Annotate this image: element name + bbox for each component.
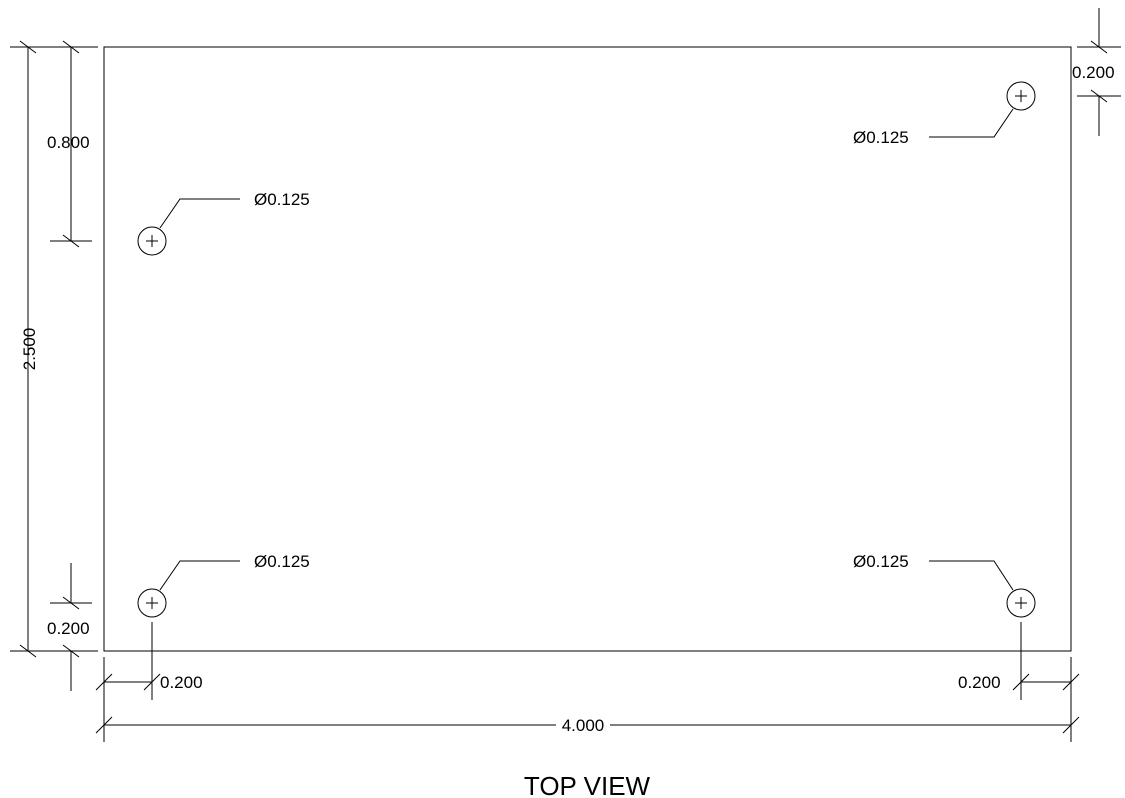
dimension-hole-left-offset: 0.200 xyxy=(95,622,203,742)
dimension-overall-width-label: 4.000 xyxy=(562,716,605,735)
dimension-overall-height-label: 2.500 xyxy=(20,328,39,371)
leader-lower-right xyxy=(929,560,1014,591)
callout-lower-right: Ø0.125 xyxy=(853,552,909,571)
dimension-overall-width: 4.000 xyxy=(95,713,1080,735)
leader-lower-left xyxy=(159,560,240,591)
leader-upper-left xyxy=(159,198,240,229)
leader-upper-right xyxy=(929,108,1014,138)
plate-outline xyxy=(103,46,1072,652)
dimension-hole-left-offset-label: 0.200 xyxy=(160,673,203,692)
dimension-hole-bottom-offset-label: 0.200 xyxy=(47,619,90,638)
dimension-hole-top-offset: 0.800 xyxy=(47,40,92,248)
dimension-top-right-offset-label: 0.200 xyxy=(1072,63,1115,82)
callout-upper-right: Ø0.125 xyxy=(853,128,909,147)
dimension-overall-height: 2.500 xyxy=(10,40,98,658)
callout-upper-left: Ø0.125 xyxy=(254,190,310,209)
hole-upper-right xyxy=(1006,81,1036,111)
callout-lower-left: Ø0.125 xyxy=(254,552,310,571)
dimension-hole-right-offset: 0.200 xyxy=(958,622,1080,742)
view-title: TOP VIEW xyxy=(524,771,651,798)
dimension-hole-top-offset-label: 0.800 xyxy=(47,133,90,152)
hole-lower-left xyxy=(137,588,167,618)
hole-upper-left xyxy=(137,226,167,256)
dimension-hole-bottom-offset: 0.200 xyxy=(47,563,92,691)
dimension-top-right-offset: 0.200 xyxy=(1072,8,1121,136)
dimension-hole-right-offset-label: 0.200 xyxy=(958,673,1001,692)
hole-lower-right xyxy=(1006,588,1036,618)
